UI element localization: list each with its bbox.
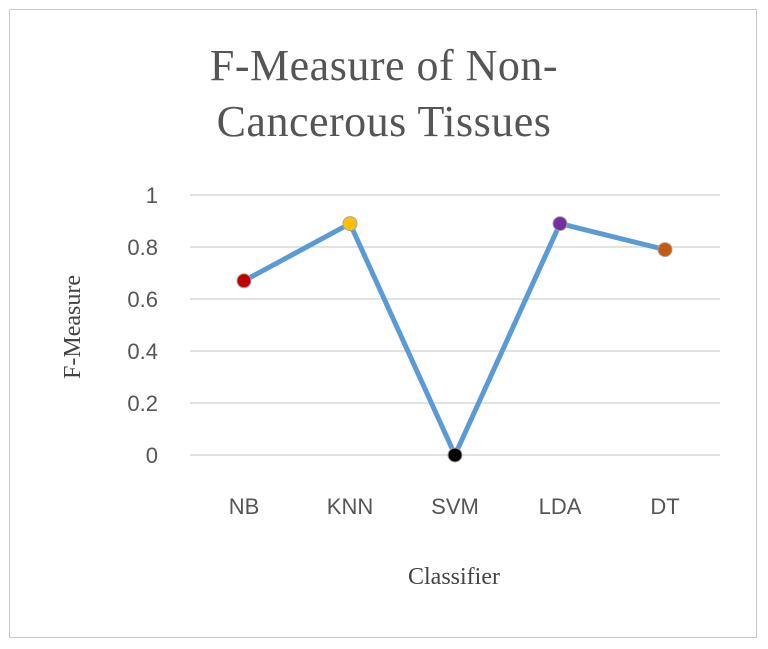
data-point-nb xyxy=(236,273,252,289)
x-tick-label: NB xyxy=(229,494,260,519)
chart-title-line-1: F-Measure of Non- xyxy=(209,41,559,90)
y-axis-label: F-Measure xyxy=(60,275,86,379)
data-point-svm xyxy=(447,447,463,463)
y-tick-label: 1 xyxy=(146,183,158,208)
x-axis-label: Classifier xyxy=(408,564,500,590)
chart-title-line-2: Cancerous Tissues xyxy=(216,97,552,146)
y-tick-label: 0.6 xyxy=(127,287,158,312)
x-tick-labels: NB KNN SVM LDA DT xyxy=(229,494,680,519)
x-tick-label: DT xyxy=(650,494,679,519)
gridlines xyxy=(190,194,720,456)
chart-frame xyxy=(9,9,757,638)
series-polyline xyxy=(241,221,668,458)
series-points xyxy=(236,216,673,463)
x-tick-label: KNN xyxy=(327,494,373,519)
data-point-lda xyxy=(552,216,568,232)
y-tick-label: 0.2 xyxy=(127,391,158,416)
series-line xyxy=(241,221,668,458)
y-tick-labels: 0 0.2 0.4 0.6 0.8 1 xyxy=(127,183,158,468)
data-point-dt xyxy=(657,242,673,258)
x-tick-label: SVM xyxy=(431,494,479,519)
y-tick-label: 0.8 xyxy=(127,235,158,260)
x-tick-label: LDA xyxy=(539,494,582,519)
data-point-knn xyxy=(342,216,358,232)
y-tick-label: 0.4 xyxy=(127,339,158,364)
y-tick-label: 0 xyxy=(146,443,158,468)
